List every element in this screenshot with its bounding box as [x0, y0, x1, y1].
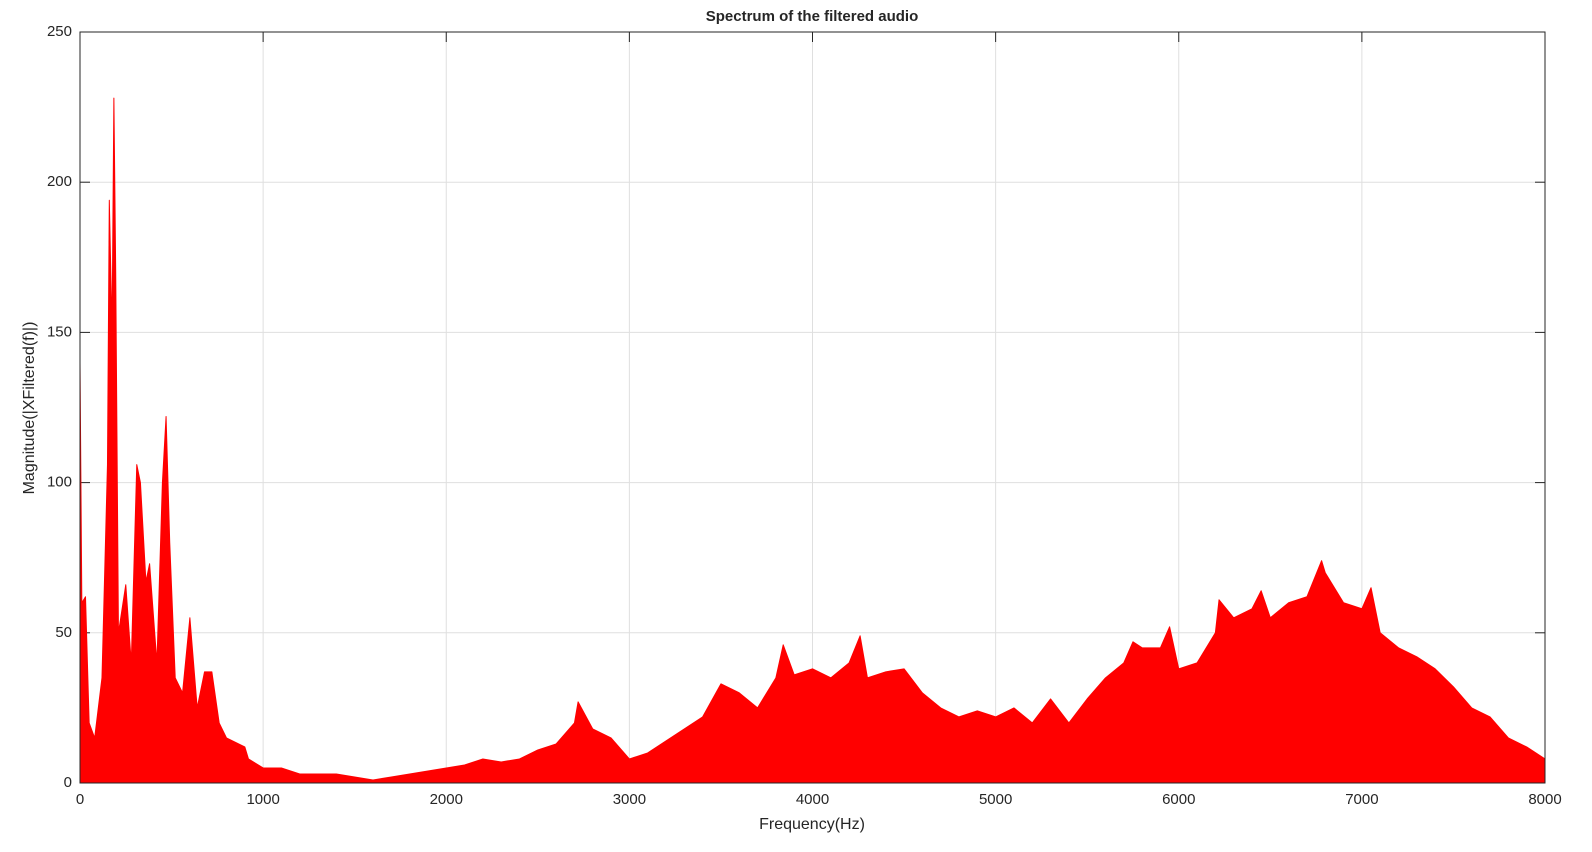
y-tick-label: 50 — [55, 624, 72, 641]
x-tick-label: 5000 — [979, 791, 1012, 808]
spectrum-area — [79, 97, 1546, 784]
x-tick-label: 3000 — [613, 791, 646, 808]
x-tick-label: 8000 — [1528, 791, 1561, 808]
x-tick-label: 0 — [76, 791, 84, 808]
y-tick-label: 250 — [47, 23, 72, 40]
y-axis-label: Magnitude(|XFiltered(f)|) — [21, 322, 38, 495]
x-tick-label: 4000 — [796, 791, 829, 808]
chart-title: Spectrum of the filtered audio — [706, 8, 919, 25]
x-tick-label: 7000 — [1345, 791, 1378, 808]
axes-box — [79, 31, 1546, 784]
y-tick-label: 200 — [47, 173, 72, 190]
y-tick-label: 150 — [47, 323, 72, 340]
x-tick-label: 2000 — [430, 791, 463, 808]
x-tick-label: 6000 — [1162, 791, 1195, 808]
x-axis-label: Frequency(Hz) — [759, 816, 865, 833]
x-tick-label: 1000 — [246, 791, 279, 808]
y-tick-label: 0 — [64, 774, 72, 791]
y-tick-label: 100 — [47, 474, 72, 491]
